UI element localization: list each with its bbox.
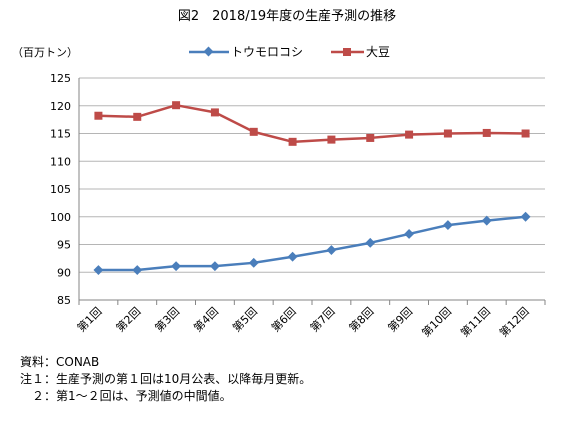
legend-soy-marker — [343, 48, 351, 56]
series — [93, 101, 531, 275]
data-point — [172, 101, 181, 110]
chart-title: 図2 2018/19年度の生産予測の推移 — [178, 8, 396, 24]
x-tick-label: 第9回 — [385, 304, 415, 334]
x-tick-label: 第2回 — [113, 304, 143, 334]
legend-item-corn: トウモロコシ — [189, 45, 303, 59]
data-point — [288, 137, 297, 146]
y-tick-label: 120 — [50, 100, 71, 113]
data-point — [366, 133, 375, 142]
data-point — [248, 257, 259, 268]
data-point — [94, 111, 103, 120]
y-tick-label: 115 — [50, 128, 71, 141]
data-point — [326, 245, 337, 255]
data-point — [287, 251, 298, 262]
data-point — [132, 265, 143, 275]
series-corn — [93, 211, 531, 275]
data-point — [405, 130, 414, 139]
x-tick-label: 第3回 — [152, 304, 182, 334]
x-tick-label: 第10回 — [419, 304, 454, 339]
data-point — [133, 112, 142, 121]
data-point — [249, 127, 258, 136]
y-tick-label: 85 — [57, 294, 71, 307]
source-note: 資料：CONAB — [20, 355, 100, 369]
data-point — [481, 215, 492, 226]
y-tick-label: 110 — [50, 155, 71, 168]
y-tick-label: 125 — [50, 72, 71, 85]
x-tick-label: 第4回 — [191, 304, 221, 334]
data-point — [404, 229, 415, 239]
x-tick-label: 第5回 — [229, 304, 259, 334]
legend-corn-marker — [203, 46, 214, 57]
y-tick-label: 95 — [57, 239, 71, 252]
x-ticks: 第1回 第2回 第3回 第4回 第5回 第6回 第7回 第8回 第9回 第10回 第11回 第12回 — [74, 300, 546, 340]
data-point — [365, 237, 376, 248]
data-point — [93, 265, 104, 275]
data-point — [443, 129, 452, 138]
legend-soy-label: 大豆 — [366, 45, 390, 59]
grid — [78, 77, 545, 301]
y-axis-label: （百万トン） — [12, 46, 78, 59]
note-2: ２：第1～２回は、予測値の中間値。 — [20, 389, 232, 403]
x-tick-label: 第11回 — [458, 304, 493, 339]
y-ticks: 85 90 95 100 105 110 115 120 125 — [50, 72, 71, 307]
x-tick-label: 第1回 — [74, 304, 104, 334]
data-point — [327, 135, 336, 144]
data-point — [520, 211, 531, 222]
y-tick-label: 90 — [57, 266, 71, 279]
note-1: 注１：生産予測の第１回は10月公表、以降毎月更新。 — [20, 372, 312, 386]
series-soy — [94, 101, 530, 146]
y-tick-label: 105 — [50, 183, 71, 196]
x-tick-label: 第8回 — [346, 304, 376, 334]
data-point — [210, 108, 219, 117]
x-tick-label: 第7回 — [307, 304, 337, 334]
legend-corn-label: トウモロコシ — [231, 45, 303, 59]
legend-item-soy: 大豆 — [331, 45, 390, 59]
notes: 資料：CONAB 注１：生産予測の第１回は10月公表、以降毎月更新。 ２：第1～… — [20, 354, 311, 405]
data-point — [209, 261, 220, 272]
chart: 図2 2018/19年度の生産予測の推移 （百万トン） トウモロコシ 大豆 85… — [12, 8, 546, 340]
series-line — [98, 103, 526, 144]
data-point — [521, 129, 530, 138]
y-tick-label: 100 — [50, 211, 71, 224]
data-point — [171, 261, 182, 272]
legend: トウモロコシ 大豆 — [189, 45, 390, 59]
data-point — [442, 220, 453, 231]
series-line — [98, 215, 526, 272]
x-tick-label: 第12回 — [496, 304, 531, 339]
x-tick-label: 第6回 — [268, 304, 298, 334]
data-point — [482, 128, 491, 137]
